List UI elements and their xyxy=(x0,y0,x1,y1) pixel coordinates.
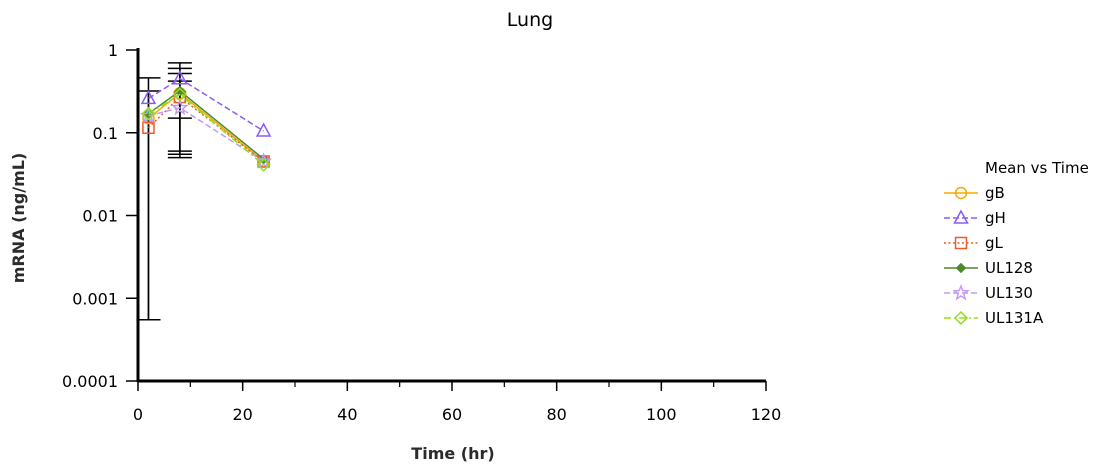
x-tick-label: 60 xyxy=(442,405,462,424)
x-tick-label: 0 xyxy=(133,405,143,424)
x-tick-label: 40 xyxy=(337,405,357,424)
series-layer xyxy=(139,70,273,172)
series-gl xyxy=(142,90,270,168)
data-point xyxy=(174,85,186,97)
legend-label: gB xyxy=(985,184,1005,202)
legend-label: UL128 xyxy=(985,259,1033,277)
data-point xyxy=(954,186,968,200)
chart-title: Lung xyxy=(507,9,553,31)
x-tick-label: 100 xyxy=(646,405,677,424)
data-point xyxy=(172,87,187,102)
legend-item-ul130: UL130 xyxy=(944,283,1033,302)
series-line xyxy=(148,77,264,132)
y-tick-label: 1 xyxy=(108,41,118,60)
series-gb xyxy=(142,87,270,168)
data-point xyxy=(954,236,968,250)
legend-item-gb: gB xyxy=(944,184,1005,202)
series-ul131a xyxy=(141,87,271,172)
data-point xyxy=(953,209,969,224)
legend-item-ul131a: UL131A xyxy=(944,309,1044,327)
data-point xyxy=(172,70,188,85)
legend-label: UL130 xyxy=(985,284,1033,302)
data-point xyxy=(140,89,157,105)
series-gh xyxy=(140,70,272,137)
legend-title: Mean vs Time xyxy=(985,159,1089,177)
data-point xyxy=(256,157,271,172)
data-point xyxy=(142,121,155,134)
y-tick-label: 0.1 xyxy=(93,124,118,143)
series-line xyxy=(148,93,265,166)
series-ul130 xyxy=(139,98,273,169)
y-axis-title: mRNA (ng/mL) xyxy=(9,153,28,284)
data-point xyxy=(955,262,967,274)
y-tick-label: 0.001 xyxy=(72,289,118,308)
error-bars xyxy=(136,62,192,321)
legend-label: gH xyxy=(985,209,1006,227)
data-point xyxy=(953,310,969,326)
legend-label: gL xyxy=(985,234,1004,252)
legend-item-ul128: UL128 xyxy=(944,259,1033,277)
y-tick-label: 0.01 xyxy=(82,207,118,226)
data-point xyxy=(171,98,189,116)
data-point xyxy=(952,283,970,301)
series-line xyxy=(147,96,265,162)
legend-item-gh: gH xyxy=(944,209,1006,227)
y-tick-label: 0.0001 xyxy=(62,372,118,391)
legend-item-gl: gL xyxy=(944,234,1004,252)
series-line xyxy=(148,106,265,163)
x-tick-label: 80 xyxy=(546,405,566,424)
data-point xyxy=(255,122,272,137)
x-tick-label: 20 xyxy=(232,405,252,424)
x-tick-label: 120 xyxy=(751,405,782,424)
legend-label: UL131A xyxy=(985,309,1044,327)
legend: Mean vs Time gB gH gL UL128 UL130 UL131A xyxy=(944,159,1089,327)
axes: 0 20 40 60 80 100 120 1 0.1 0.01 0.001 0.0001 xyxy=(62,41,781,424)
data-point xyxy=(141,106,156,121)
x-axis-title: Time (hr) xyxy=(411,444,494,463)
